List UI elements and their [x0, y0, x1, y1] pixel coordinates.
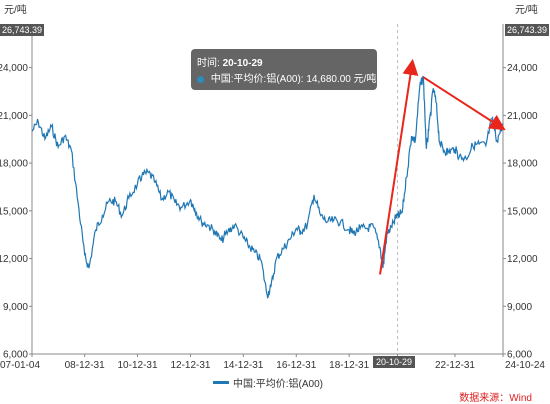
- source-note: 数据来源：Wind: [459, 393, 532, 404]
- y-tick-label-right: 12,000: [507, 254, 538, 265]
- tooltip-time-line: 时间: 20-10-29: [197, 54, 263, 69]
- x-tick-label: 12-12-31: [170, 360, 210, 371]
- left-unit-label: 元/吨: [4, 3, 27, 16]
- tooltip-value: 14,680.00: [306, 74, 351, 85]
- y-tick-label-right: 6,000: [507, 350, 532, 361]
- y-tick-label-left: 24,000: [0, 63, 28, 74]
- downtrend-arrow: [422, 76, 506, 131]
- series-line-aluminum: [31, 75, 504, 299]
- crosshair-date-badge: 20-10-29: [373, 356, 416, 368]
- left-max-badge: 26,743.39: [0, 24, 45, 36]
- tooltip: 时间: 20-10-29 中国:平均价:铝(A00): 14,680.00 元/…: [191, 49, 377, 90]
- tooltip-series-name: 中国:平均价:铝(A00): [210, 74, 301, 85]
- tooltip-series-dot: [197, 75, 204, 83]
- legend-swatch: [213, 381, 229, 384]
- uptrend-arrow: [379, 58, 419, 275]
- right-unit-label: 元/吨: [515, 3, 538, 16]
- y-tick-label-right: 9,000: [507, 302, 532, 313]
- right-max-badge: 26,743.39: [505, 24, 550, 36]
- x-tick-label: 16-12-31: [276, 360, 316, 371]
- axis-layer: [29, 24, 506, 357]
- x-tick-label: 22-12-31: [435, 360, 475, 371]
- x-tick-label: 18-12-31: [329, 360, 369, 371]
- x-tick-label: 07-01-04: [0, 360, 40, 371]
- x-tick-label: 08-12-31: [65, 360, 105, 371]
- legend-label: 中国:平均价:铝(A00): [233, 379, 324, 390]
- y-tick-label-left: 18,000: [0, 159, 28, 170]
- x-tick-label: 24-10-24: [505, 360, 545, 371]
- x-tick-label: 10-12-31: [118, 360, 158, 371]
- highlight-point: [395, 213, 401, 219]
- y-tick-label-right: 24,000: [507, 63, 538, 74]
- y-tick-label-right: 21,000: [507, 111, 538, 122]
- y-tick-label-left: 12,000: [0, 254, 28, 265]
- y-tick-label-left: 9,000: [3, 302, 28, 313]
- y-tick-label-left: 6,000: [3, 350, 28, 361]
- tooltip-value-line: 中国:平均价:铝(A00): 14,680.00 元/吨: [197, 70, 376, 85]
- annotation-layer: [379, 24, 506, 354]
- tooltip-date: 20-10-29: [222, 58, 263, 69]
- line-layer: [31, 75, 504, 299]
- legend[interactable]: 中国:平均价:铝(A00): [213, 375, 323, 390]
- x-tick-label: 14-12-31: [223, 360, 263, 371]
- y-tick-label-left: 15,000: [0, 206, 28, 217]
- y-tick-label-right: 18,000: [507, 159, 538, 170]
- y-tick-label-left: 21,000: [0, 111, 28, 122]
- y-tick-label-right: 15,000: [507, 206, 538, 217]
- tooltip-time-label: 时间:: [197, 58, 220, 69]
- tooltip-unit: 元/吨: [353, 74, 377, 85]
- tick-label-layer: 6,000 6,000 9,000 9,000 12,000 12,000 15,000 15…: [0, 63, 545, 371]
